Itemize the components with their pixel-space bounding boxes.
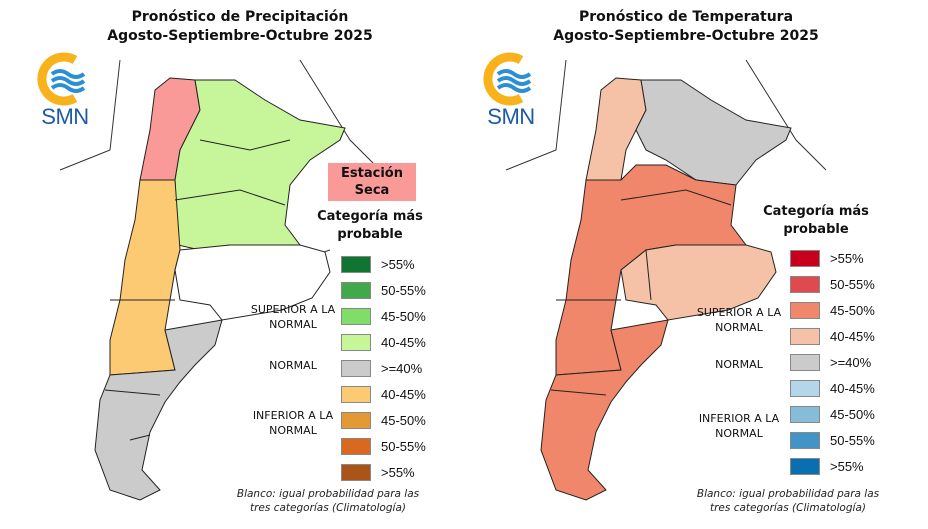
legend-swatch xyxy=(341,281,371,299)
temperature-panel: Pronóstico de Temperatura Agosto-Septiem… xyxy=(464,0,928,529)
group-above: SUPERIOR A LA NORMAL xyxy=(250,303,336,331)
legend-swatch xyxy=(790,379,820,397)
region-above-normal xyxy=(174,79,346,251)
smn-logo: SMN xyxy=(476,52,546,137)
legend-item: >=40% xyxy=(790,349,875,375)
legend-title: Categoría más probable xyxy=(317,209,423,242)
legend-label: 40-45% xyxy=(830,328,875,344)
region-normal xyxy=(94,319,223,501)
group-below: INFERIOR A LA NORMAL xyxy=(252,409,334,437)
smn-logo-icon xyxy=(483,52,532,106)
legend-swatch xyxy=(341,437,371,455)
legend-label: 45-50% xyxy=(381,308,426,324)
legend-swatch xyxy=(790,405,820,423)
legend-swatch xyxy=(341,333,371,351)
legend-label: 50-55% xyxy=(830,276,875,292)
smn-logo-text: SMN xyxy=(487,104,535,129)
legend-label: >55% xyxy=(381,464,415,480)
legend-item: >55% xyxy=(341,459,426,485)
region-climatology xyxy=(174,244,331,321)
legend-swatch xyxy=(341,411,371,429)
legend-label: 50-55% xyxy=(381,282,426,298)
legend-label: >55% xyxy=(381,256,415,272)
dry-season-label: Estación Seca xyxy=(328,163,416,201)
legend-label: 45-50% xyxy=(830,302,875,318)
precipitation-legend: >55% 50-55% 45-50% 40-45% >=40% 40-45% 45-50% 5… xyxy=(341,251,426,485)
temperature-map xyxy=(505,59,827,501)
legend-item: 40-45% xyxy=(790,323,875,349)
group-below: INFERIOR A LA NORMAL xyxy=(698,412,780,440)
temperature-legend: >55% 50-55% 45-50% 40-45% >=40% 40-45% 45-50% 5… xyxy=(790,245,875,479)
legend-swatch xyxy=(790,275,820,293)
legend-label: 40-45% xyxy=(830,380,875,396)
temperature-title: Pronóstico de Temperatura Agosto-Septiem… xyxy=(454,8,918,46)
legend-swatch xyxy=(341,359,371,377)
title-line-1: Pronóstico de Precipitación xyxy=(131,9,349,25)
precipitation-title: Pronóstico de Precipitación Agosto-Septi… xyxy=(8,8,472,46)
legend-label: 45-50% xyxy=(830,406,875,422)
legend-label: >55% xyxy=(830,250,864,266)
legend-item: >55% xyxy=(790,245,875,271)
legend-swatch xyxy=(341,385,371,403)
legend-item: >55% xyxy=(790,453,875,479)
legend-label: 50-55% xyxy=(830,432,875,448)
province-borders xyxy=(104,139,291,441)
climatology-note: Blanco: igual probabilidad para las tres… xyxy=(236,488,420,514)
precipitation-map xyxy=(59,59,381,501)
legend-item: 45-50% xyxy=(790,401,875,427)
legend-swatch xyxy=(790,301,820,319)
group-normal: NORMAL xyxy=(715,358,763,371)
legend-item: 50-55% xyxy=(341,277,426,303)
climatology-note: Blanco: igual probabilidad para las tres… xyxy=(696,488,880,514)
legend-item: 45-50% xyxy=(790,297,875,323)
legend-label: >=40% xyxy=(381,360,423,376)
legend-label: 40-45% xyxy=(381,334,426,350)
legend-item: 45-50% xyxy=(341,407,426,433)
group-above: SUPERIOR A LA NORMAL xyxy=(696,306,782,334)
region-normal xyxy=(635,79,792,186)
legend-item: 40-45% xyxy=(341,381,426,407)
legend-title: Categoría más probable xyxy=(763,204,869,237)
title-line-2: Agosto-Septiembre-Octubre 2025 xyxy=(107,28,373,44)
legend-label: >55% xyxy=(830,458,864,474)
smn-logo: SMN xyxy=(30,52,100,137)
legend-item: 50-55% xyxy=(790,427,875,453)
region-above-40-45-ba xyxy=(620,244,777,321)
legend-swatch xyxy=(790,249,820,267)
legend-item: 40-45% xyxy=(790,375,875,401)
legend-swatch xyxy=(341,255,371,273)
legend-swatch xyxy=(790,457,820,475)
legend-item: 45-50% xyxy=(341,303,426,329)
legend-swatch xyxy=(790,431,820,449)
legend-item: 50-55% xyxy=(341,433,426,459)
legend-label: 40-45% xyxy=(381,386,426,402)
legend-swatch xyxy=(790,353,820,371)
legend-label: >=40% xyxy=(830,354,872,370)
precipitation-panel: Pronóstico de Precipitación Agosto-Septi… xyxy=(30,9,426,514)
legend-item: >=40% xyxy=(341,355,426,381)
title-line-2: Agosto-Septiembre-Octubre 2025 xyxy=(553,28,819,44)
legend-label: 50-55% xyxy=(381,438,426,454)
region-above-45-50-south xyxy=(540,319,669,501)
smn-logo-text: SMN xyxy=(41,104,89,129)
legend-label: 45-50% xyxy=(381,412,426,428)
legend-swatch xyxy=(341,463,371,481)
legend-swatch xyxy=(790,327,820,345)
legend-item: 50-55% xyxy=(790,271,875,297)
smn-logo-icon xyxy=(37,52,86,106)
title-line-1: Pronóstico de Temperatura xyxy=(578,9,794,25)
legend-swatch xyxy=(341,307,371,325)
legend-item: >55% xyxy=(341,251,426,277)
legend-item: 40-45% xyxy=(341,329,426,355)
group-normal: NORMAL xyxy=(269,359,317,372)
